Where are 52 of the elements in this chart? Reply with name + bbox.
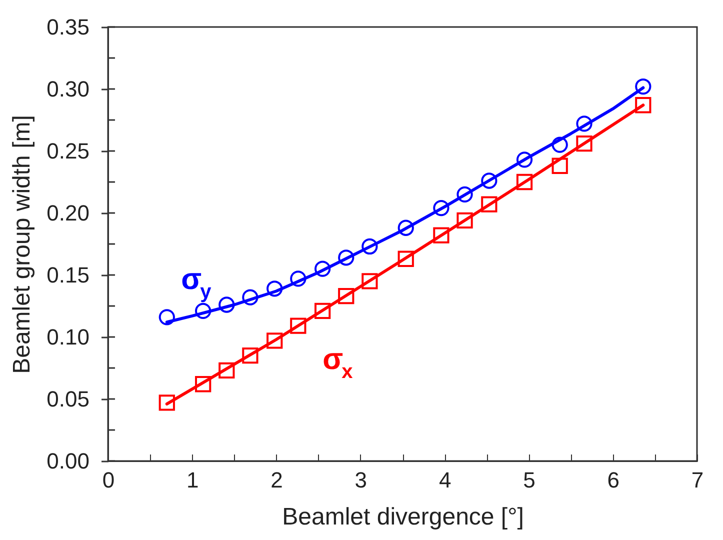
x-tick-label: 7	[691, 468, 704, 492]
point	[158, 309, 175, 326]
y-tick-label: 0.00	[46, 448, 90, 474]
x-axis-title: Beamlet divergence [°]	[282, 504, 524, 530]
point	[338, 288, 354, 304]
point	[218, 362, 235, 379]
x-tick-label: 5	[523, 468, 536, 492]
x-tick-label: 4	[438, 468, 452, 492]
x-tick-label: 2	[270, 468, 283, 492]
y-tick-label: 0.05	[46, 386, 90, 412]
point	[338, 250, 354, 266]
point	[195, 376, 212, 392]
point	[290, 318, 306, 334]
y-axis-title: Beamlet group width [m]	[8, 115, 36, 374]
point	[242, 289, 258, 306]
x-tick-label: 3	[354, 468, 368, 492]
y-tick-label: 0.25	[46, 138, 90, 164]
point	[456, 186, 473, 202]
point	[576, 116, 592, 132]
point	[362, 238, 378, 255]
point	[218, 296, 235, 313]
point	[433, 227, 450, 244]
y-tick-label: 0.15	[46, 262, 90, 288]
y-tick-label: 0.35	[46, 14, 90, 40]
point	[552, 136, 568, 153]
point	[398, 250, 414, 267]
x-tick-label: 1	[186, 468, 199, 492]
point	[481, 172, 498, 189]
y-tick-label: 0.30	[46, 76, 90, 102]
point	[314, 260, 331, 277]
point	[635, 78, 652, 95]
point	[158, 394, 175, 411]
point	[242, 348, 258, 364]
point	[314, 302, 331, 320]
point	[266, 280, 283, 297]
point	[516, 152, 533, 168]
y-tick-label: 0.10	[46, 324, 90, 350]
point	[362, 273, 378, 290]
point	[516, 174, 533, 190]
y-tick-label: 0.20	[46, 200, 90, 226]
point	[456, 212, 473, 229]
point	[552, 158, 568, 174]
x-tick-label: 6	[607, 468, 620, 492]
point	[481, 196, 498, 212]
point	[433, 200, 450, 216]
point	[266, 332, 283, 349]
point	[290, 270, 306, 287]
point	[398, 220, 414, 236]
x-tick-label: 0	[102, 468, 115, 492]
point	[195, 302, 212, 320]
point	[576, 135, 592, 152]
point	[635, 97, 652, 114]
